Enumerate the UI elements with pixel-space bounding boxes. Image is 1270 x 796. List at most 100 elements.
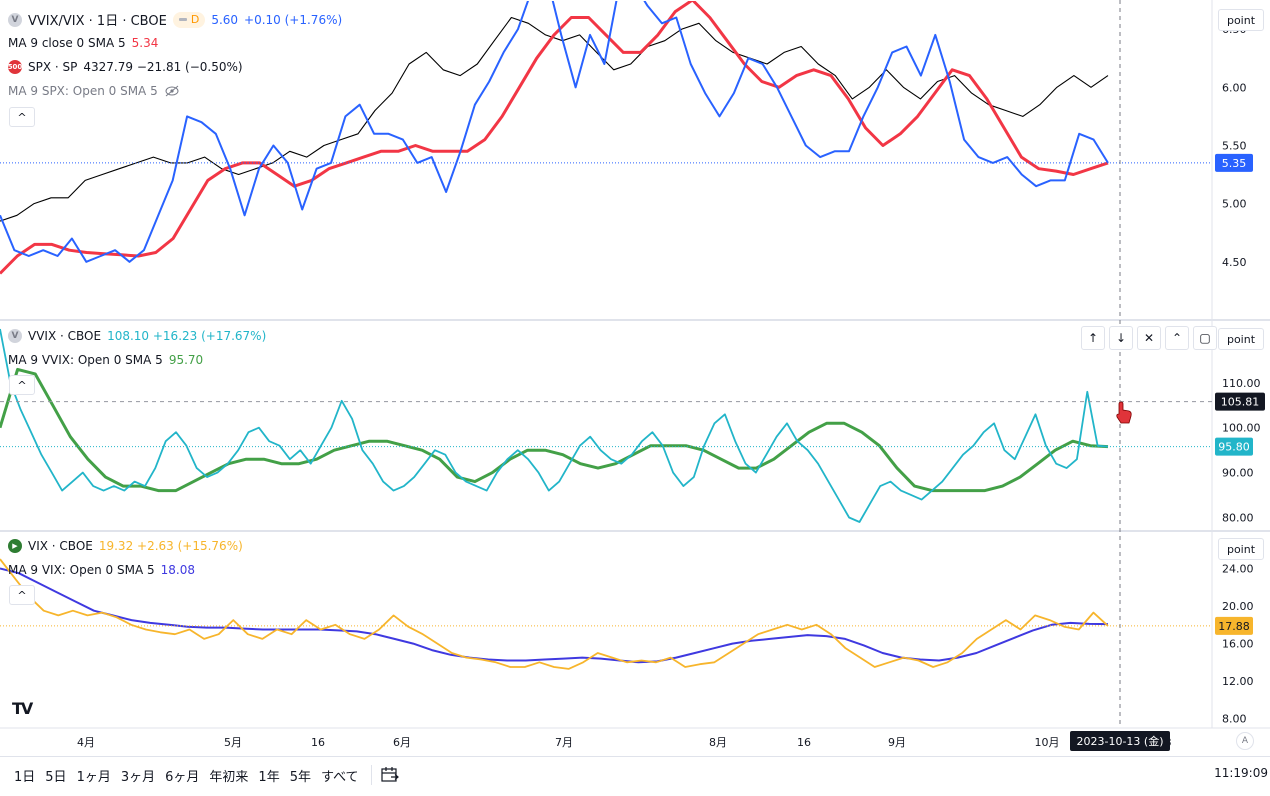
series-line-pane3-1 [0, 567, 1109, 664]
move-pane-up-button[interactable]: ↑ [1081, 326, 1105, 350]
interval-badge-label: D [190, 13, 200, 26]
pane2-price-tag: 95.80 [1218, 441, 1250, 454]
spx-values: 4327.79 −21.81 (−0.50%) [83, 60, 243, 74]
pane1-scale-button[interactable]: point [1218, 9, 1264, 31]
bottom-toolbar: 1日 5日 1ヶ月 3ヶ月 6ヶ月 年初来 1年 5年 すべて [0, 756, 1270, 793]
move-pane-down-button[interactable]: ↓ [1109, 326, 1133, 350]
delete-pane-button[interactable]: ✕ [1137, 326, 1161, 350]
spx-label: SPX · SP [28, 60, 78, 74]
series-line-pane1-0 [0, 1, 1109, 263]
range-6m[interactable]: 6ヶ月 [165, 769, 200, 785]
x-tick-label: 8月 [709, 736, 727, 749]
hand-cursor-icon [1116, 401, 1132, 424]
pane1-y-tick: 5.50 [1222, 139, 1247, 152]
pane3-price-tag-bg [1215, 616, 1253, 635]
toolbar-divider [370, 765, 372, 785]
vix-ma-value: 18.08 [160, 563, 195, 577]
pane3-collapse-button[interactable]: ^ [9, 585, 35, 605]
pane1-symbol[interactable]: VVIX/VIX · 1日 · CBOE [28, 14, 167, 29]
vix-ma-label: MA 9 VIX: Open 0 SMA 5 [8, 563, 155, 577]
pane2-scale-button[interactable]: point [1218, 328, 1264, 350]
vvix-logo-icon: V [8, 329, 22, 343]
pane2-scale-label: point [1226, 332, 1256, 346]
range-all[interactable]: すべて [320, 769, 359, 785]
pane3-y-tick: 12.00 [1222, 675, 1254, 688]
auto-scale-button[interactable]: A [1236, 732, 1254, 750]
pane3-scale-label: point [1226, 542, 1256, 556]
spx-ma-legend[interactable]: MA 9 SPX: Open 0 SMA 5 [8, 84, 180, 98]
go-to-date-icon[interactable] [380, 766, 400, 784]
arrow-down-icon: ↓ [1115, 331, 1127, 345]
pane2-symbol[interactable]: VVIX · CBOE [28, 329, 102, 343]
pane2-values: 108.10 +16.23 (+17.67%) [107, 329, 267, 343]
crosshair-price-bg [1215, 392, 1265, 411]
pane2-ma-legend[interactable]: MA 9 VVIX: Open 0 SMA 5 95.70 [8, 353, 203, 367]
pane1-price-tag-bg [1215, 153, 1253, 172]
series-line-pane3-0 [0, 558, 1109, 670]
range-1d[interactable]: 1日 [14, 769, 36, 785]
play-logo-icon: ▶ [8, 539, 22, 553]
pane3-symbol[interactable]: VIX · CBOE [28, 539, 93, 553]
range-5y[interactable]: 5年 [289, 769, 311, 785]
pane1-y-tick: 4.50 [1222, 256, 1247, 269]
pane1-y-tick: 5.00 [1222, 198, 1247, 211]
pane1-scale-label: point [1226, 13, 1256, 27]
interval-badge[interactable]: D [172, 11, 206, 28]
x-tick-label: 6月 [393, 736, 411, 749]
minus-icon [178, 18, 187, 21]
close-icon: ✕ [1143, 331, 1155, 345]
collapse-legend-button[interactable]: ^ [9, 107, 35, 127]
range-1y[interactable]: 1年 [258, 769, 280, 785]
pane2-y-tick: 90.00 [1222, 467, 1254, 480]
range-1m[interactable]: 1ヶ月 [76, 769, 111, 785]
pane2-y-tick: 110.00 [1222, 377, 1261, 390]
pane1-last: 5.60 [211, 12, 239, 27]
vvix-ma-value: 95.70 [168, 353, 204, 367]
pane2-legend: V VVIX · CBOE 108.10 +16.23 (+17.67%) [8, 329, 266, 343]
ma-value: 5.34 [131, 36, 159, 50]
pane3-y-tick: 16.00 [1222, 638, 1254, 651]
pane3-y-tick: 8.00 [1222, 713, 1247, 726]
pane2-price-tag-bg [1215, 437, 1253, 456]
collapse-pane-button[interactable]: ⌃ [1165, 326, 1189, 350]
series-line-pane2-0 [0, 328, 1109, 523]
range-ytd[interactable]: 年初来 [209, 769, 249, 785]
range-5d[interactable]: 5日 [45, 769, 67, 785]
chevron-up-icon: ^ [17, 110, 27, 124]
pane1-ma-legend[interactable]: MA 9 close 0 SMA 5 5.34 [8, 36, 158, 50]
symbol-logo-icon: V [8, 12, 22, 27]
x-tick-label: 16 [797, 736, 811, 749]
eye-off-icon[interactable] [164, 85, 180, 97]
x-tick-label: 10月 [1035, 736, 1060, 749]
clock: 11:19:09 [1214, 766, 1268, 780]
range-selector: 1日 5日 1ヶ月 3ヶ月 6ヶ月 年初来 1年 5年 すべて [10, 766, 363, 785]
x-tick-label: 5月 [224, 736, 242, 749]
maximize-pane-button[interactable]: ▢ [1193, 326, 1217, 350]
pane3-y-tick: 24.00 [1222, 563, 1254, 576]
chevron-up-icon: ^ [17, 588, 27, 602]
pane-toolbar: ↑ ↓ ✕ ⌃ ▢ [1081, 326, 1217, 350]
pane3-legend: ▶ VIX · CBOE 19.32 +2.63 (+15.76%) [8, 539, 243, 553]
spx-ma-label: MA 9 SPX: Open 0 SMA 5 [8, 84, 158, 98]
pane3-scale-button[interactable]: point [1218, 538, 1264, 560]
pane3-price-tag: 17.88 [1218, 620, 1250, 633]
series-line-pane2-1 [0, 367, 1109, 493]
tradingview-logo[interactable]: TV [12, 699, 33, 718]
spx-logo-icon: 500 [8, 60, 22, 74]
spx-legend[interactable]: 500 SPX · SP 4327.79 −21.81 (−0.50%) [8, 60, 243, 74]
series-line-pane1-1 [0, 1, 1109, 275]
x-tick-label: 7月 [555, 736, 573, 749]
pane3-ma-legend[interactable]: MA 9 VIX: Open 0 SMA 5 18.08 [8, 563, 195, 577]
pane1-change: +0.10 (+1.76%) [244, 12, 343, 27]
pane1-y-tick: 6.00 [1222, 81, 1247, 94]
chevron-up-icon: ^ [17, 378, 27, 392]
collapse-icon: ⌃ [1171, 331, 1183, 345]
range-3m[interactable]: 3ヶ月 [120, 769, 156, 785]
series-line-pane1-2 [0, 16, 1109, 222]
vvix-ma-label: MA 9 VVIX: Open 0 SMA 5 [8, 353, 163, 367]
pane2-collapse-button[interactable]: ^ [9, 375, 35, 395]
pane3-y-tick: 20.00 [1222, 600, 1254, 613]
pane3-values: 19.32 +2.63 (+15.76%) [98, 539, 243, 553]
